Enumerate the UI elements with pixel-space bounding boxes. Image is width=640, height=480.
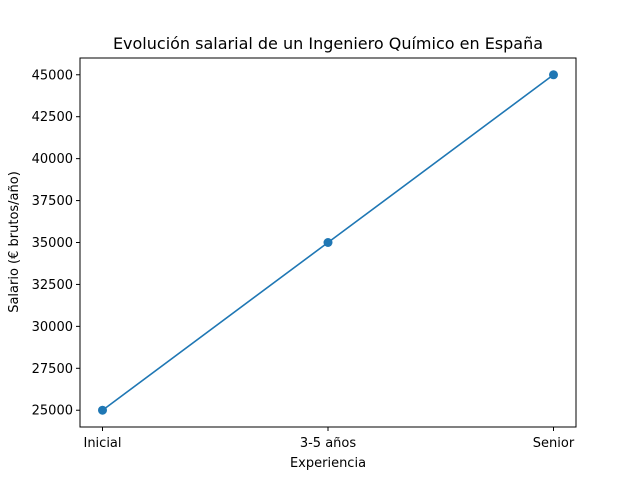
y-tick-label: 45000 [32, 68, 73, 83]
y-axis-ticks: 25000 27500 30000 32500 35000 37500 40000 42500… [32, 68, 80, 419]
y-tick-label: 37500 [32, 194, 73, 209]
y-tick-label: 27500 [32, 362, 73, 377]
data-point [98, 405, 107, 415]
x-tick-label: Inicial [83, 436, 121, 451]
data-point [549, 70, 558, 80]
y-tick-label: 32500 [32, 278, 73, 293]
x-tick-label: 3-5 años [300, 436, 357, 451]
x-tick-label: Senior [533, 436, 575, 451]
y-tick-label: 40000 [32, 152, 73, 167]
y-tick-label: 42500 [32, 110, 73, 125]
x-axis-ticks: Inicial 3-5 años Senior [83, 427, 575, 451]
plot-area: 25000 27500 30000 32500 35000 37500 40000 42500… [32, 57, 577, 451]
data-point [323, 238, 333, 247]
chart-title: Evolución salarial de un Ingeniero Quími… [113, 34, 543, 53]
y-tick-label: 35000 [32, 236, 73, 251]
series-layer [98, 70, 558, 415]
y-tick-label: 25000 [32, 404, 73, 419]
x-axis-label: Experiencia [290, 456, 366, 471]
y-tick-label: 30000 [32, 320, 73, 335]
y-axis-label: Salario (€ brutos/año) [7, 171, 22, 313]
